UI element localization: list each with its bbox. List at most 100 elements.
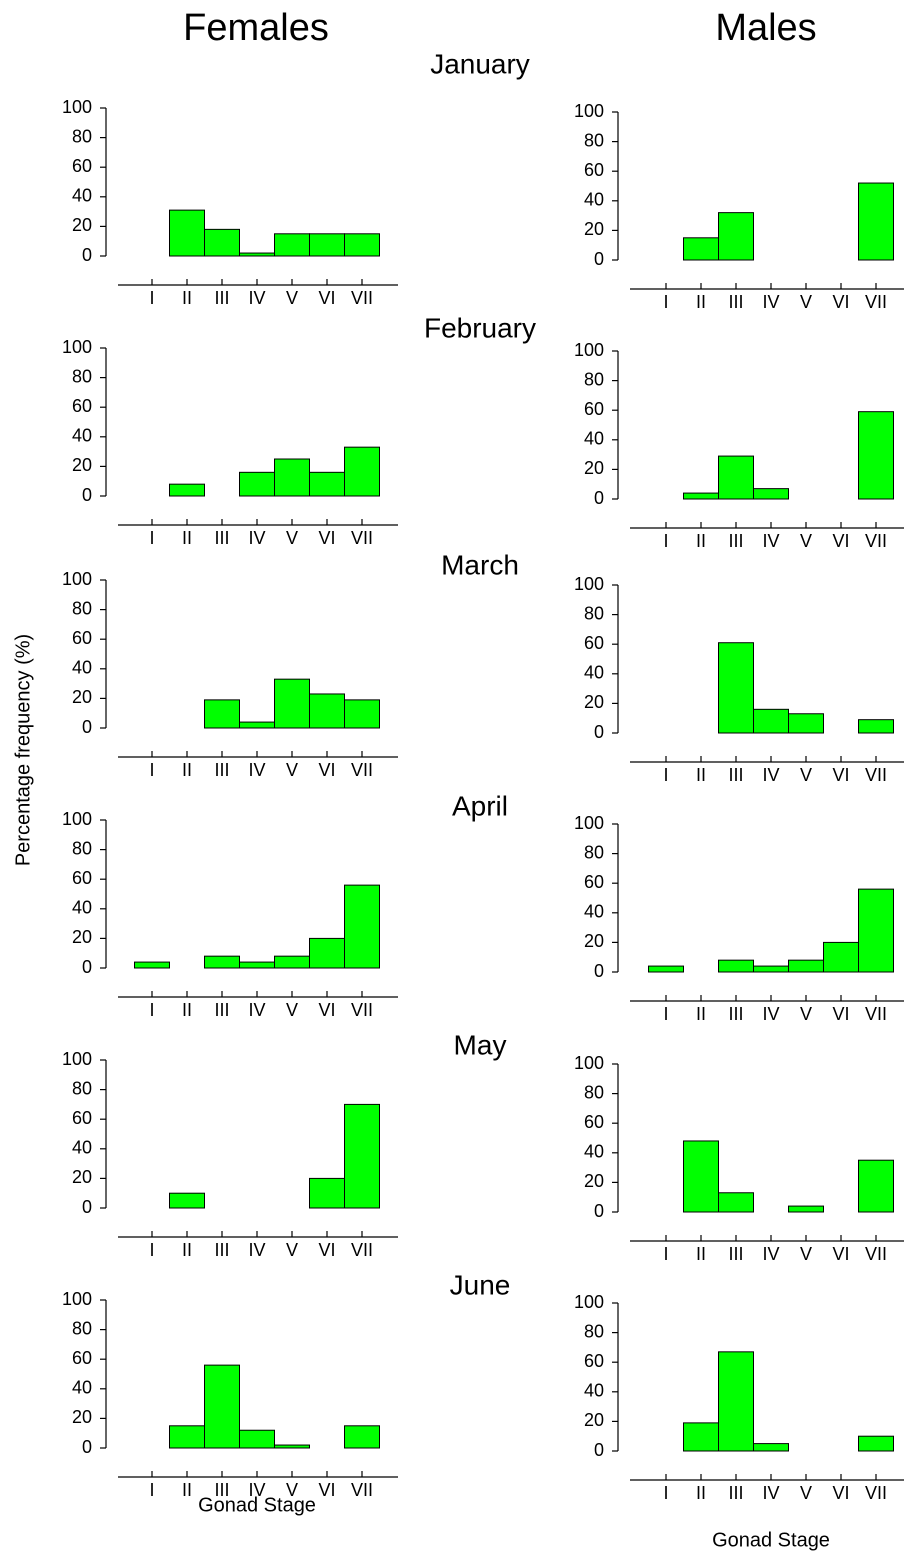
x-tick-label: I — [149, 760, 154, 780]
x-tick-label: VII — [865, 292, 887, 312]
x-tick-label: V — [286, 288, 298, 308]
x-tick-label: VI — [318, 1240, 335, 1260]
y-tick-label: 60 — [584, 633, 604, 653]
x-tick-label: III — [214, 288, 229, 308]
bar — [274, 678, 310, 729]
bar — [309, 233, 345, 257]
x-tick-label: VI — [832, 531, 849, 551]
y-tick-label: 60 — [584, 160, 604, 180]
x-tick-label: III — [728, 531, 743, 551]
y-tick-label: 80 — [584, 130, 604, 150]
y-tick-label: 40 — [584, 663, 604, 683]
bar — [239, 252, 275, 257]
y-tick-label: 40 — [72, 898, 92, 918]
y-tick-label: 80 — [584, 603, 604, 623]
bar — [309, 471, 345, 497]
bar — [858, 182, 894, 261]
x-tick-label: II — [696, 1004, 706, 1024]
y-tick-label: 40 — [584, 1142, 604, 1162]
x-tick-label: VII — [351, 760, 373, 780]
y-tick-label: 20 — [584, 1410, 604, 1430]
y-tick-label: 100 — [574, 1053, 604, 1073]
bar — [239, 1429, 275, 1449]
bar — [858, 1159, 894, 1213]
month-title: March — [441, 549, 519, 580]
y-tick-label: 60 — [72, 868, 92, 888]
bar — [683, 1140, 719, 1213]
x-tick-label: VII — [865, 1483, 887, 1503]
y-axis-label: Percentage frequency (%) — [12, 634, 34, 866]
x-tick-label: V — [800, 1483, 812, 1503]
bar — [788, 1205, 824, 1213]
bar — [718, 1192, 754, 1213]
bar — [753, 965, 789, 973]
y-tick-label: 20 — [584, 692, 604, 712]
bar — [344, 1103, 380, 1209]
bar — [274, 1444, 310, 1449]
x-tick-label: I — [663, 765, 668, 785]
month-title: April — [452, 790, 508, 821]
month-title: June — [450, 1269, 511, 1300]
y-tick-label: 80 — [72, 1078, 92, 1098]
y-tick-label: 40 — [72, 1378, 92, 1398]
y-tick-label: 20 — [72, 215, 92, 235]
y-tick-label: 80 — [584, 842, 604, 862]
x-tick-label: IV — [762, 1004, 779, 1024]
x-tick-label: II — [696, 531, 706, 551]
x-tick-label: VII — [351, 1000, 373, 1020]
bar — [683, 237, 719, 261]
y-tick-label: 20 — [584, 931, 604, 951]
month-title: May — [454, 1029, 507, 1060]
y-tick-label: 0 — [82, 1437, 92, 1457]
y-tick-label: 100 — [574, 340, 604, 360]
x-tick-label: II — [182, 760, 192, 780]
y-tick-label: 60 — [72, 1348, 92, 1368]
x-tick-label: II — [696, 1244, 706, 1264]
y-tick-label: 80 — [72, 1318, 92, 1338]
y-tick-label: 0 — [594, 1201, 604, 1221]
month-title: January — [430, 48, 530, 79]
y-tick-label: 100 — [574, 1292, 604, 1312]
bar — [344, 1425, 380, 1449]
bar — [309, 1177, 345, 1209]
x-tick-label: VII — [865, 1004, 887, 1024]
y-tick-label: 60 — [72, 156, 92, 176]
x-tick-label: II — [182, 1480, 192, 1500]
y-tick-label: 0 — [82, 1197, 92, 1217]
y-tick-label: 20 — [72, 1167, 92, 1187]
x-tick-label: II — [696, 292, 706, 312]
x-tick-label: I — [663, 1483, 668, 1503]
x-tick-label: V — [800, 1004, 812, 1024]
x-tick-label: I — [149, 288, 154, 308]
month-title: February — [424, 312, 536, 343]
y-tick-label: 80 — [584, 369, 604, 389]
x-tick-label: V — [800, 1244, 812, 1264]
y-tick-label: 60 — [584, 1112, 604, 1132]
x-tick-label: IV — [248, 1480, 265, 1500]
y-tick-label: 20 — [584, 458, 604, 478]
bar — [718, 212, 754, 261]
x-tick-label: I — [149, 1240, 154, 1260]
bar — [718, 455, 754, 500]
x-tick-label: II — [182, 528, 192, 548]
x-tick-label: III — [214, 1240, 229, 1260]
x-tick-label: IV — [762, 1244, 779, 1264]
y-tick-label: 80 — [72, 598, 92, 618]
bar — [309, 693, 345, 729]
bar — [344, 446, 380, 497]
x-tick-label: V — [286, 1000, 298, 1020]
y-tick-label: 100 — [574, 813, 604, 833]
bar — [239, 961, 275, 969]
x-tick-label: VII — [351, 528, 373, 548]
x-tick-label: III — [214, 1000, 229, 1020]
x-tick-label: I — [663, 531, 668, 551]
x-tick-label: III — [214, 760, 229, 780]
x-tick-label: I — [663, 1004, 668, 1024]
x-tick-label: IV — [248, 528, 265, 548]
y-tick-label: 60 — [72, 628, 92, 648]
y-tick-label: 0 — [82, 957, 92, 977]
x-tick-label: VI — [832, 292, 849, 312]
y-tick-label: 0 — [594, 722, 604, 742]
bar — [753, 488, 789, 500]
bar — [718, 1351, 754, 1452]
